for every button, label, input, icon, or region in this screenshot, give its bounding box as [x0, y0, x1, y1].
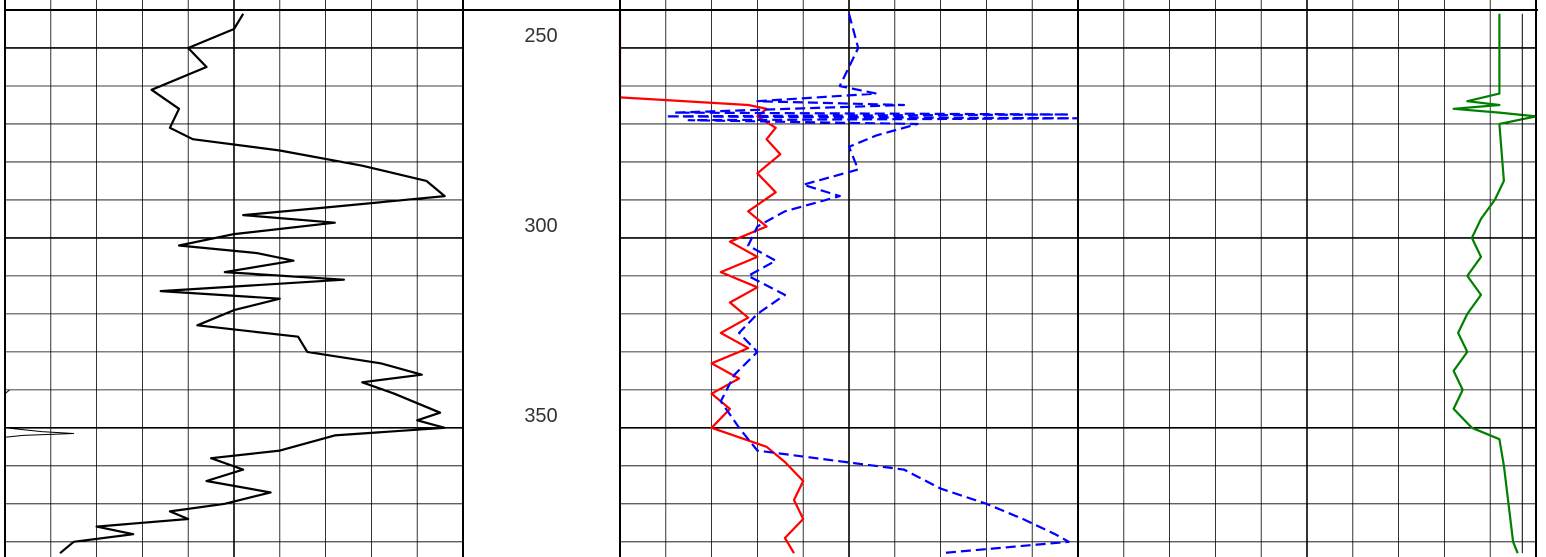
depth-label-300: 300: [524, 215, 557, 237]
grid-layer: [5, 0, 1536, 557]
curve-track-1-series-1: [59, 13, 446, 555]
depth-label-250: 250: [524, 25, 557, 47]
series-layer: [4, 13, 1538, 555]
depth-label-350: 350: [524, 405, 557, 427]
depth-labels: 250 300 350: [524, 25, 557, 427]
track-borders: [4, 0, 1538, 557]
curve-track-2-series-1: [618, 13, 805, 554]
curve-track-1-series-2: [4, 389, 75, 438]
curve-track-2-series-2: [664, 13, 1080, 555]
curve-track-3-series-1: [1452, 13, 1538, 554]
